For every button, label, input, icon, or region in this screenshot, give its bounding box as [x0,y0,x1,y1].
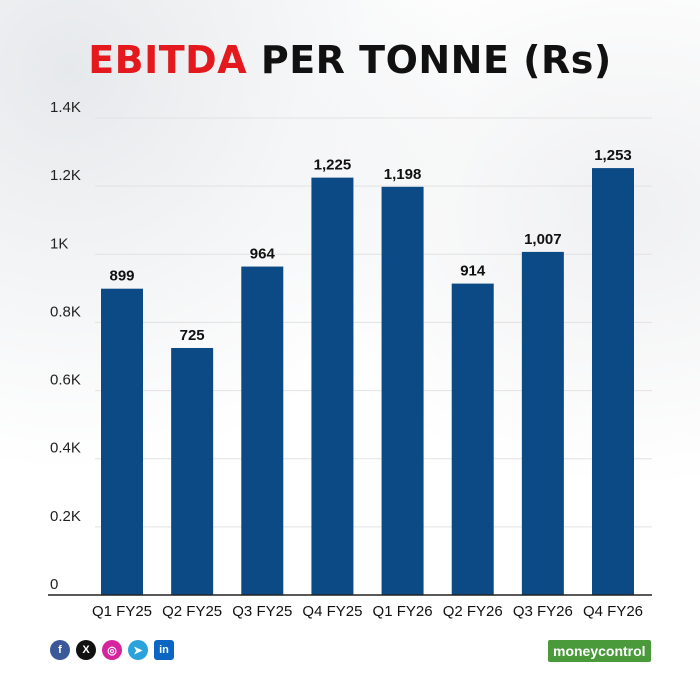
telegram-icon[interactable]: ➤ [128,640,148,660]
y-tick-label: 0.4K [50,440,81,457]
x-tick-label: Q2 FY26 [443,603,503,620]
x-tick-label: Q3 FY25 [232,603,292,620]
y-tick-label: 1.2K [50,167,81,184]
bar-value-label: 725 [180,327,205,344]
x-tick-label: Q1 FY25 [92,603,152,620]
bar-value-label: 1,007 [524,231,562,248]
bar [311,177,354,595]
title-highlight: EBITDA [88,38,248,82]
y-tick-label: 1.4K [50,99,81,116]
bar [592,168,634,595]
chart-title: EBITDA PER TONNE (Rs) [0,38,700,82]
y-tick-label: 0.8K [50,303,81,320]
y-tick-label: 0.2K [50,508,81,525]
y-tick-label: 0.6K [50,372,81,389]
bar [521,251,564,596]
y-tick-label: 1K [50,235,68,252]
x-tick-label: Q3 FY26 [513,603,573,620]
x-icon[interactable]: X [76,640,96,660]
bar [241,266,284,595]
x-tick-label: Q4 FY25 [302,603,362,620]
x-tick-label: Q4 FY26 [583,603,643,620]
bar-value-label: 899 [109,268,134,285]
bar-value-label: 1,225 [314,157,352,174]
bar [171,347,214,595]
brand-logo: moneycontrol [548,640,651,662]
bar [451,283,494,595]
bar-value-label: 1,198 [384,166,422,183]
linkedin-icon[interactable]: in [154,640,174,660]
bar-value-label: 1,253 [594,147,632,164]
bar [101,288,143,595]
y-tick-label: 0 [50,576,58,593]
footer: f X ◎ ➤ in moneycontrol [0,638,700,668]
x-tick-label: Q2 FY25 [162,603,222,620]
instagram-icon[interactable]: ◎ [102,640,122,660]
social-icons: f X ◎ ➤ in [50,640,174,660]
facebook-icon[interactable]: f [50,640,70,660]
bar-value-label: 964 [250,246,276,263]
title-rest: PER TONNE (Rs) [247,38,612,82]
bar-value-label: 914 [460,263,486,280]
bar [381,186,424,595]
x-tick-label: Q1 FY26 [373,603,433,620]
